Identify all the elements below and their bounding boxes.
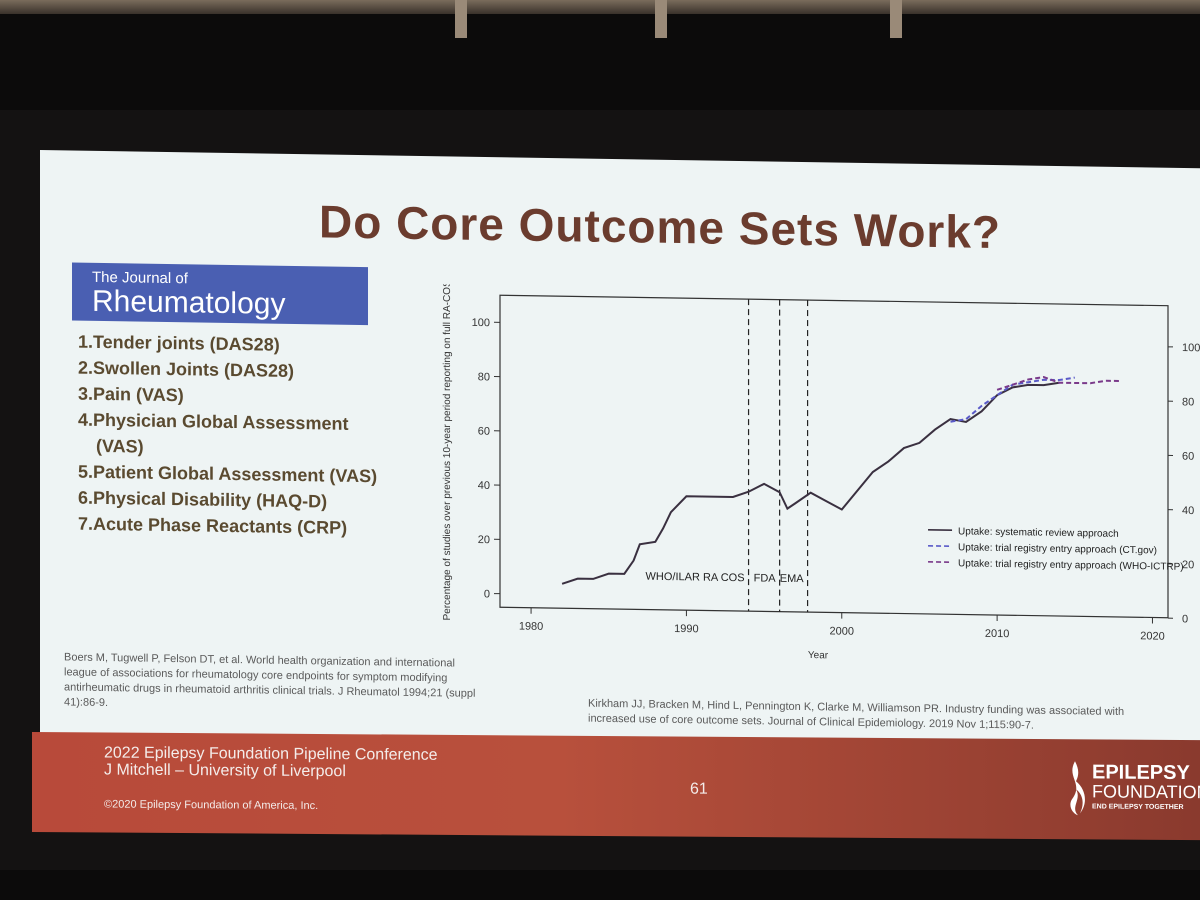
x-tick-label: 2010: [985, 628, 1009, 640]
legend-label: Uptake: systematic review approach: [958, 526, 1119, 540]
x-tick-label: 1980: [519, 621, 543, 633]
speaker-name: J Mitchell – University of Liverpool: [104, 761, 346, 781]
y-tick-label: 80: [478, 371, 490, 383]
y-tick-label: 40: [478, 480, 490, 492]
x-tick-label: 2000: [830, 625, 854, 637]
y-tick-label: 0: [484, 588, 490, 600]
reference-boers: Boers M, Tugwell P, Felson DT, et al. Wo…: [64, 651, 476, 710]
logo-tagline: END EPILEPSY TOGETHER: [1092, 803, 1184, 812]
uptake-line-chart: 0 20 40 60 80 100 0 20 40 60 80 100 1980 1990 2000 2010…: [442, 284, 1200, 661]
wall-column: [890, 0, 902, 38]
x-axis-label: Year: [808, 650, 829, 661]
page-number: 61: [690, 780, 708, 798]
slide-title: Do Core Outcome Sets Work?: [318, 195, 1002, 259]
legend-label: Uptake: trial registry entry approach (C…: [958, 542, 1157, 556]
wall-column: [455, 0, 467, 38]
event-label: WHO/ILAR RA COS: [646, 571, 745, 585]
journal-logo: The Journal of Rheumatology: [72, 262, 368, 326]
journal-logo-line2: Rheumatology: [92, 284, 286, 321]
endpoint-item: 7.Acute Phase Reactants (CRP): [78, 513, 348, 538]
room-wall: [0, 0, 1200, 38]
series-line: [996, 376, 1122, 391]
y-tick-label: 60: [478, 426, 490, 438]
y-tick-label: 20: [478, 534, 490, 546]
reference-kirkham: Kirkham JJ, Bracken M, Hind L, Penningto…: [588, 697, 1125, 732]
x-tick-label: 2020: [1140, 630, 1164, 642]
y-tick-label: 100: [472, 317, 490, 329]
epilepsy-foundation-logo: EPILEPSY FOUNDATION END EPILEPSY TOGETHE…: [1062, 759, 1200, 824]
event-label: FDA: [754, 572, 777, 584]
y2-tick-label: 60: [1182, 451, 1194, 463]
footer-conference: 2022 Epilepsy Foundation Pipeline Confer…: [104, 745, 438, 781]
slide-footer: 2022 Epilepsy Foundation Pipeline Confer…: [32, 732, 1200, 841]
y2-tick-label: 80: [1182, 396, 1194, 408]
plot-frame: [499, 294, 1169, 619]
flame-icon: [1070, 761, 1085, 816]
slide: Do Core Outcome Sets Work? The Journal o…: [40, 150, 1200, 754]
logo-word-foundation: FOUNDATION: [1092, 781, 1200, 803]
x-tick-label: 1990: [674, 623, 698, 635]
event-label: EMA: [780, 573, 804, 585]
y-axis-label: Percentage of studies over previous 10-y…: [442, 284, 453, 620]
wall-column: [655, 0, 667, 38]
series-line: [561, 381, 1060, 585]
legend-label: Uptake: trial registry entry approach (W…: [958, 558, 1184, 573]
y2-tick-label: 0: [1182, 613, 1188, 625]
copyright: ©2020 Epilepsy Foundation of America, In…: [104, 798, 319, 812]
y2-tick-label: 100: [1182, 342, 1200, 354]
y2-tick-label: 20: [1182, 559, 1194, 571]
y2-tick-label: 40: [1182, 505, 1194, 517]
core-endpoints-list: 1.Tender joints (DAS28) 2.Swollen Joints…: [78, 329, 438, 543]
